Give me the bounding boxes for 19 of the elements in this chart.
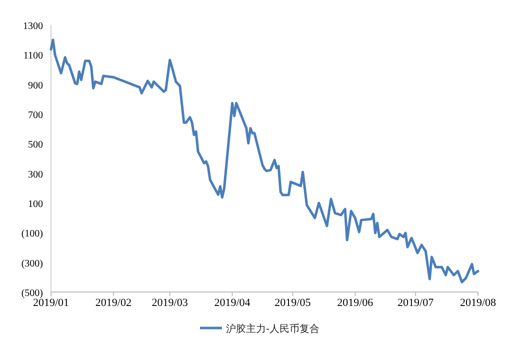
- x-tick-label: 2019/03: [152, 297, 188, 309]
- x-tick-label: 2019/08: [460, 297, 497, 309]
- y-tick-label: 900: [28, 80, 43, 92]
- y-tick-label: (300): [21, 258, 43, 270]
- x-tick-label: 2019/07: [398, 297, 434, 309]
- y-tick-label: 100: [28, 199, 43, 210]
- x-tick-label: 2019/02: [95, 297, 132, 309]
- y-tick-label: 700: [28, 110, 43, 121]
- x-tick-label: 2019/05: [274, 297, 312, 309]
- y-tick-label: 500: [28, 140, 43, 151]
- y-tick-label: 300: [28, 169, 43, 180]
- x-tick-label: 2019/04: [214, 297, 251, 309]
- x-tick-label: 2019/06: [337, 297, 374, 309]
- legend-label: 沪胶主力-人民币复合: [226, 323, 320, 335]
- y-tick-label: (500): [21, 288, 43, 299]
- y-tick-label: 1100: [23, 50, 43, 62]
- x-tick-label: 2019/01: [32, 297, 70, 309]
- y-tick-label: (100): [21, 228, 43, 240]
- y-tick-label: 1300: [23, 21, 43, 32]
